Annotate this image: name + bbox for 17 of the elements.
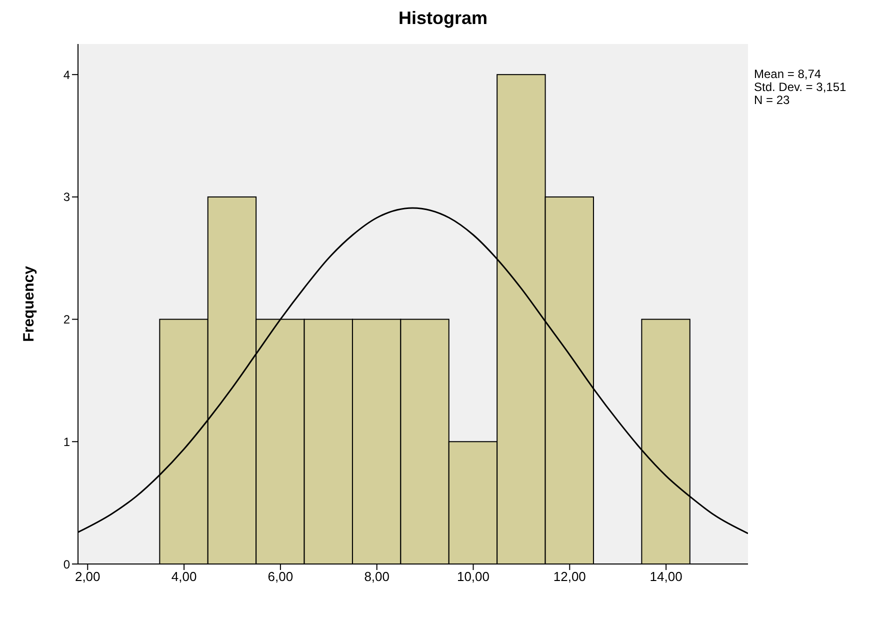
y-tick-label: 3: [63, 190, 70, 204]
x-tick-label: 14,00: [650, 569, 682, 584]
y-tick-label: 2: [63, 312, 70, 327]
text: N = 23: [754, 93, 791, 107]
x-tick-label: 4,00: [171, 569, 197, 584]
chart-title: Histogram: [397, 8, 488, 30]
y-axis-title: Frequency: [20, 265, 38, 342]
text: Std. Dev. = 3,151: [754, 80, 846, 94]
y-tick-label: 4: [63, 68, 70, 82]
x-tick-label: 8,00: [364, 569, 390, 584]
y-tick-label: 1: [63, 434, 70, 449]
x-tick-label: 6,00: [268, 569, 294, 584]
y-tick-label: 0: [63, 557, 70, 572]
x-tick-label: 12,00: [553, 569, 586, 584]
text: Mean = 8,74: [754, 67, 822, 81]
x-tick-label: 2,00: [74, 569, 100, 584]
x-tick-label: 10,00: [456, 569, 490, 584]
